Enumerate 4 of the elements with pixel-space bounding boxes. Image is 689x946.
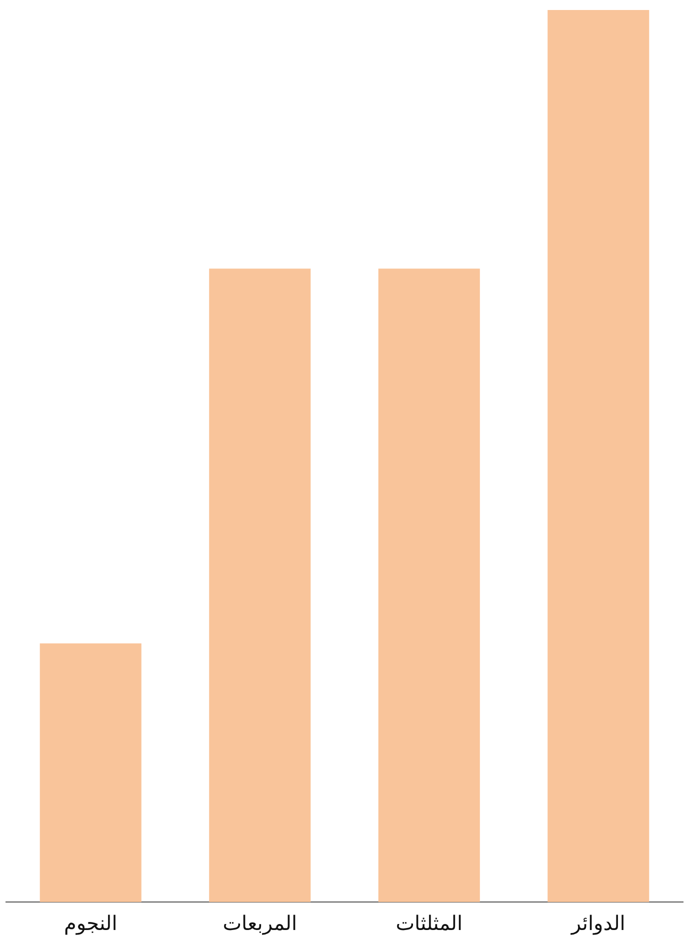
x-tick-label: الدوائر <box>570 911 626 936</box>
x-tick-label: المربعات <box>222 911 298 936</box>
x-tick-label: النجوم <box>64 911 118 936</box>
x-tick-label: المثلثات <box>396 911 463 936</box>
